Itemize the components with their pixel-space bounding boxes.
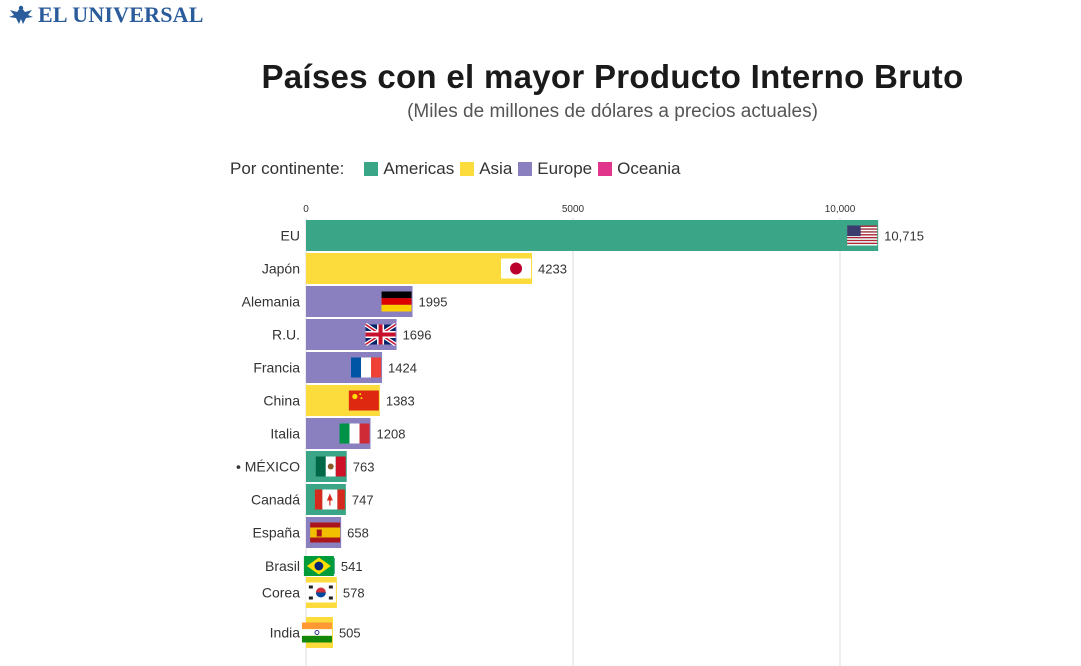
- category-label: China: [263, 393, 300, 409]
- value-label: 541: [341, 559, 363, 574]
- category-label: R.U.: [272, 327, 300, 343]
- legend-label-americas: Americas: [383, 159, 455, 178]
- legend-swatch-asia: [460, 162, 475, 176]
- legend-title: Por continente:: [230, 159, 345, 178]
- category-label: Francia: [253, 360, 300, 376]
- korea-flag-icon: [305, 582, 336, 603]
- category-label: Corea: [262, 585, 300, 601]
- category-label: España: [253, 525, 301, 541]
- legend-item-americas[interactable]: Americas: [364, 159, 454, 179]
- france-flag-icon: [351, 357, 382, 378]
- category-label: Italia: [270, 426, 300, 442]
- italy-flag-icon: [339, 423, 370, 444]
- category-label: • MÉXICO: [236, 459, 300, 475]
- value-label: 747: [352, 493, 374, 508]
- legend-label-oceania: Oceania: [617, 159, 681, 178]
- bar-chart: 0 5000 10,000 EU 10,715 Japón 4233 Alemania 1995…: [236, 204, 924, 666]
- spain-flag-icon: [310, 522, 341, 543]
- category-label: Alemania: [242, 294, 301, 310]
- bar[interactable]: [306, 220, 879, 251]
- value-label: 1995: [419, 295, 448, 310]
- legend-swatch-americas: [364, 162, 379, 176]
- value-label: 578: [343, 586, 365, 601]
- legend-swatch-oceania: [598, 162, 613, 176]
- legend-label-europe: Europe: [537, 159, 593, 178]
- category-label: India: [270, 625, 301, 641]
- brand-logo: EL UNIVERSAL: [8, 2, 204, 28]
- value-label: 1696: [403, 328, 432, 343]
- value-label: 505: [339, 626, 361, 641]
- china-flag-icon: [348, 390, 379, 411]
- legend-label-asia: Asia: [479, 159, 513, 178]
- legend-item-europe[interactable]: Europe: [518, 159, 592, 179]
- x-tick-label: 5000: [562, 204, 585, 215]
- japan-flag-icon: [501, 258, 532, 279]
- eagle-icon: [9, 5, 33, 24]
- india-flag-icon: [301, 622, 332, 643]
- legend-item-asia[interactable]: Asia: [460, 159, 512, 179]
- legend: Por continente: Americas Asia Europe Oce…: [230, 159, 686, 179]
- category-label: EU: [281, 228, 300, 244]
- x-tick-label: 10,000: [825, 204, 856, 215]
- mexico-flag-icon: [315, 456, 346, 477]
- brand-name: EL UNIVERSAL: [38, 2, 204, 27]
- value-label: 1383: [386, 394, 415, 409]
- uk-flag-icon: [364, 322, 397, 347]
- legend-swatch-europe: [518, 162, 533, 176]
- value-label: 10,715: [884, 229, 924, 244]
- value-label: 4233: [538, 262, 567, 277]
- category-label: Japón: [262, 261, 300, 277]
- brazil-flag-icon: [303, 556, 334, 576]
- category-label: Brasil: [265, 558, 300, 574]
- bar[interactable]: [306, 253, 533, 284]
- chart-title: Países con el mayor Producto Interno Bru…: [261, 58, 964, 95]
- germany-flag-icon: [381, 291, 412, 312]
- category-label: Canadá: [251, 492, 300, 508]
- canada-flag-icon: [314, 489, 345, 510]
- value-label: 763: [353, 460, 375, 475]
- legend-item-oceania[interactable]: Oceania: [598, 159, 680, 179]
- x-tick-label: 0: [303, 204, 309, 215]
- chart-subtitle: (Miles de millones de dólares a precios …: [407, 101, 818, 122]
- value-label: 1208: [377, 427, 406, 442]
- value-label: 1424: [388, 361, 417, 376]
- value-label: 658: [347, 526, 369, 541]
- us-flag-icon: [847, 225, 878, 246]
